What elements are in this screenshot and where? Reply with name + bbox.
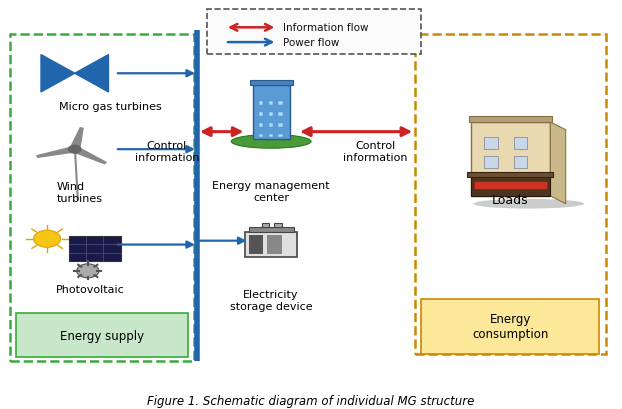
Bar: [249, 236, 263, 254]
Bar: [484, 157, 498, 169]
Text: Power flow: Power flow: [284, 38, 340, 48]
Text: Control
information: Control information: [343, 141, 407, 162]
Bar: [471, 176, 550, 196]
Bar: [422, 299, 600, 354]
Bar: [279, 134, 283, 138]
Bar: [249, 228, 294, 232]
Circle shape: [68, 146, 81, 154]
Text: Energy management
center: Energy management center: [212, 181, 330, 202]
Polygon shape: [41, 56, 75, 93]
Text: Control
information: Control information: [134, 141, 199, 162]
Bar: [279, 102, 283, 106]
Text: Loads: Loads: [492, 194, 529, 207]
Polygon shape: [72, 148, 106, 164]
Bar: [262, 224, 269, 228]
Bar: [514, 157, 527, 169]
Bar: [253, 86, 289, 140]
Bar: [245, 232, 297, 258]
Bar: [269, 134, 273, 138]
Polygon shape: [550, 123, 565, 204]
Polygon shape: [37, 147, 77, 158]
Bar: [269, 112, 273, 117]
Text: Wind
turbines: Wind turbines: [57, 182, 103, 203]
Text: Information flow: Information flow: [284, 23, 369, 33]
Bar: [514, 138, 527, 150]
Text: Figure 1. Schematic diagram of individual MG structure: Figure 1. Schematic diagram of individua…: [147, 394, 475, 407]
Bar: [269, 124, 273, 127]
Bar: [468, 173, 554, 177]
Bar: [259, 102, 263, 106]
Bar: [267, 236, 282, 254]
Circle shape: [77, 264, 99, 278]
Text: Photovoltaic: Photovoltaic: [57, 285, 125, 294]
Ellipse shape: [473, 199, 584, 209]
Bar: [484, 138, 498, 150]
Bar: [279, 124, 283, 127]
Bar: [279, 112, 283, 117]
Text: Energy supply: Energy supply: [60, 329, 144, 342]
Text: Micro gas turbines: Micro gas turbines: [59, 102, 162, 112]
Ellipse shape: [231, 135, 311, 149]
Bar: [473, 181, 547, 189]
Bar: [471, 123, 550, 196]
Polygon shape: [75, 56, 108, 93]
FancyBboxPatch shape: [207, 10, 422, 55]
Bar: [259, 112, 263, 117]
Bar: [269, 102, 273, 106]
Bar: [259, 124, 263, 127]
Polygon shape: [70, 128, 83, 150]
Bar: [259, 134, 263, 138]
Bar: [68, 236, 121, 261]
Bar: [274, 224, 282, 228]
Circle shape: [34, 231, 60, 248]
Bar: [249, 81, 292, 86]
Bar: [16, 313, 188, 357]
Text: Electricity
storage device: Electricity storage device: [230, 290, 312, 311]
Text: Energy
consumption: Energy consumption: [472, 312, 549, 341]
Bar: [469, 117, 552, 123]
